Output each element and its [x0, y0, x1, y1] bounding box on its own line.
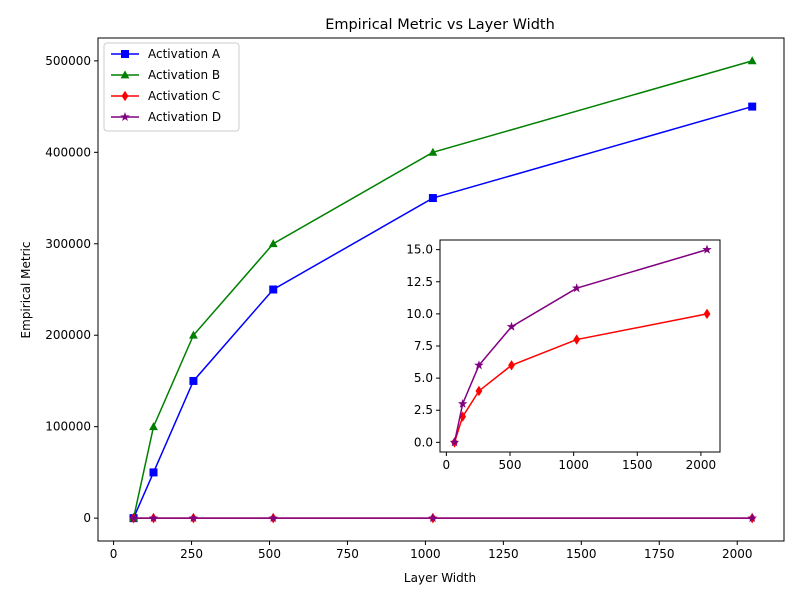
- inset-x-tick-label: 0: [443, 458, 451, 472]
- main-axes-ticks: 0 250 500 750 1000 1250 1500 1750 2000 0 100000 200…: [45, 54, 752, 561]
- inset-data-point-activation-d: [449, 437, 460, 447]
- inset-y-tick-label: 10.0: [406, 307, 433, 321]
- x-tick-label: 0: [110, 547, 118, 561]
- inset-data-point-activation-c: [475, 385, 483, 397]
- data-point-activation-d: [268, 513, 278, 523]
- inset-data-point-activation-c: [459, 411, 467, 422]
- inset-x-tick-label: 2000: [686, 458, 717, 472]
- y-axis-title: Empirical Metric: [19, 242, 33, 339]
- data-point-activation-b: [268, 239, 278, 248]
- series-line-activation-b: [132, 60, 753, 519]
- y-tick-label: 500000: [45, 54, 91, 68]
- data-point-activation-a: [189, 376, 198, 385]
- data-point-activation-b: [149, 422, 158, 431]
- legend-marker-activation-c: [121, 90, 129, 102]
- inset-y-tick-label: 7.5: [414, 339, 433, 353]
- legend-box: [103, 42, 240, 132]
- main-axes-frame: [97, 37, 785, 542]
- inset-y-tick-label: 12.5: [406, 275, 433, 289]
- inset-series-line-activation-d: [453, 248, 708, 443]
- legend-marker-activation-a: [121, 50, 129, 58]
- y-tick-label: 300000: [45, 237, 91, 251]
- inset-data-point-activation-d: [702, 244, 712, 254]
- inset-y-tick-label: 0.0: [414, 435, 433, 449]
- y-tick-label: 100000: [45, 420, 91, 434]
- inset-data-point-activation-d: [457, 398, 468, 408]
- x-tick-label: 250: [180, 547, 203, 561]
- x-tick-label: 750: [336, 547, 359, 561]
- inset-background: [440, 240, 720, 452]
- data-point-activation-a: [269, 285, 278, 294]
- data-point-activation-a: [149, 468, 158, 477]
- inset-y-tick-label: 5.0: [414, 371, 433, 385]
- data-point-activation-b: [747, 56, 757, 65]
- main-plot-area: [128, 56, 757, 524]
- inset-x-tick-label: 1500: [622, 458, 653, 472]
- inset-frame: [439, 239, 721, 453]
- y-tick-label: 0: [83, 511, 91, 525]
- inset-data-point-activation-c: [508, 360, 515, 371]
- data-point-activation-d: [188, 513, 199, 523]
- inset-y-tick-label: 2.5: [414, 403, 433, 417]
- legend-label-activation-c: Activation C: [148, 89, 220, 103]
- legend-label-activation-b: Activation B: [148, 68, 220, 82]
- series-line-activation-a: [132, 105, 753, 519]
- inset-data-point-activation-d: [571, 283, 582, 293]
- inset-data-point-activation-d: [506, 321, 517, 331]
- data-point-activation-d: [128, 513, 139, 523]
- inset-data-point-activation-c: [573, 334, 581, 345]
- inset-chart: 0 500 1000 1500 2000 0.0 2.5 5.0 7.5 10.0 12.5 15.0: [406, 239, 721, 472]
- inset-series-line-activation-c: [453, 313, 708, 443]
- chart-title: Empirical Metric vs Layer Width: [325, 17, 555, 33]
- data-point-activation-b: [428, 147, 438, 156]
- legend-label-activation-a: Activation A: [148, 47, 221, 61]
- data-point-activation-a: [748, 102, 757, 111]
- data-point-activation-d: [428, 513, 438, 523]
- inset-data-point-activation-d: [474, 360, 484, 370]
- x-tick-label: 1750: [644, 547, 675, 561]
- inset-x-tick-label: 1000: [558, 458, 589, 472]
- y-tick-label: 400000: [45, 145, 91, 159]
- legend: Activation A Activation B Activation C Acti…: [103, 42, 240, 132]
- legend-marker-activation-b: [120, 70, 130, 79]
- inset-y-tick-label: 15.0: [406, 243, 433, 257]
- inset-data-point-activation-c: [703, 308, 711, 320]
- data-point-activation-a: [428, 194, 437, 203]
- x-tick-label: 500: [258, 547, 281, 561]
- legend-label-activation-d: Activation D: [148, 110, 221, 124]
- y-tick-label: 200000: [45, 328, 91, 342]
- x-tick-label: 2000: [722, 547, 753, 561]
- data-point-activation-d: [148, 513, 159, 523]
- data-point-activation-b: [189, 330, 198, 339]
- x-tick-label: 1000: [410, 547, 441, 561]
- inset-x-tick-label: 500: [499, 458, 522, 472]
- data-point-activation-d: [747, 513, 757, 523]
- x-tick-label: 1500: [566, 547, 597, 561]
- x-axis-title: Layer Width: [404, 571, 476, 585]
- x-tick-label: 1250: [488, 547, 519, 561]
- legend-marker-activation-d: [120, 112, 130, 122]
